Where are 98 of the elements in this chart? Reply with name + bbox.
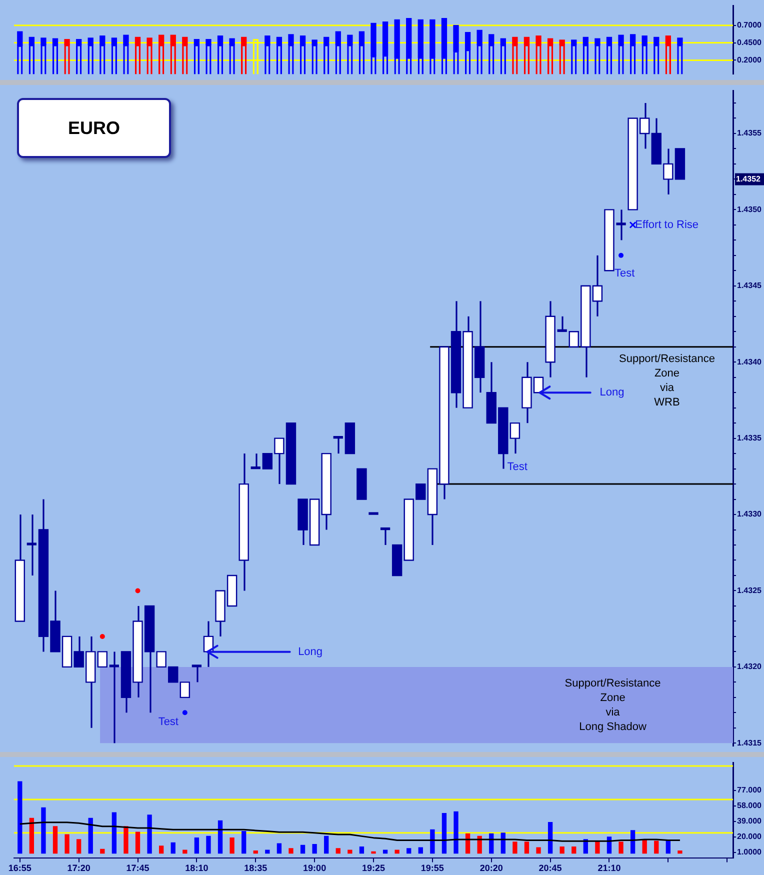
bar [312,844,317,854]
x-tick-label: 17:20 [67,863,90,874]
x-tick-label: 20:45 [538,863,562,874]
y-tick-label: 1.0000 [737,848,762,857]
y-tick-label: 77.000 [737,786,762,795]
y-tick-label: 0.2000 [737,55,762,64]
candlestick [192,664,202,683]
y-tick-label: 1.4340 [737,357,762,366]
y-tick-label: 1.4350 [737,204,762,214]
point [629,221,636,229]
bar [454,811,458,854]
x-tick-label: 21:10 [598,863,621,874]
bar [560,846,564,854]
point [618,252,624,258]
bar [524,842,530,854]
y-tick-label: 0.4500 [737,38,762,47]
candlestick [557,316,567,332]
bar [194,837,200,854]
bar [324,836,329,854]
x-tick-label: 17:45 [126,863,150,874]
y-tick-label: 20.000 [737,832,762,842]
bar [159,846,164,854]
x-tick-label: 18:10 [185,863,208,874]
y-tick-label: 58.000 [737,801,762,810]
y-tick-label: 39.000 [737,816,762,826]
bar [147,814,152,854]
bar [548,822,553,854]
annotation: Test [507,461,528,474]
bar [418,847,423,854]
annotation: Test [614,268,635,280]
bar [18,781,22,854]
candlestick [97,651,108,668]
bar [536,847,541,854]
bar [230,837,234,854]
x-tick-label: 16:55 [8,863,32,874]
candlestick [26,514,37,576]
x-tick-label: 19:25 [362,863,386,874]
annotation: Long [298,646,323,658]
bar [406,848,412,854]
bar [88,818,93,854]
bar [206,836,211,854]
y-tick-label: 1.4320 [737,662,762,672]
x-tick-label: 19:55 [420,863,444,874]
bar [348,850,352,854]
y-tick-label: 1.4335 [737,434,762,443]
bar [300,844,306,854]
point [182,710,188,716]
bar [442,813,447,854]
bar [500,832,506,854]
bar [382,850,388,854]
bar [112,812,117,854]
bar [618,842,624,854]
bar [678,850,682,854]
x-tick-label: 20:20 [480,863,503,874]
x-tick-label: 19:00 [303,863,326,874]
candlestick [109,650,120,744]
bar [265,850,270,854]
bar [29,818,34,854]
bar [394,850,400,854]
x-tick-label: 18:35 [244,863,268,874]
y-tick-label: 1.4355 [737,128,762,138]
bar [430,829,435,854]
bar [512,842,518,854]
point [100,634,105,639]
bar [76,839,82,854]
bar [253,850,258,854]
y-tick-label: 1.4315 [737,738,762,748]
bar [288,848,294,854]
y-tick-label: 1.4325 [737,586,762,595]
y-tick-label: 1.4330 [737,510,762,519]
y-tick-label: 1.4345 [737,281,762,290]
text: 1.4352 [736,174,762,184]
bar [630,830,636,854]
bar [52,826,58,854]
bar [572,846,576,854]
y-tick-label: 0.7000 [737,20,762,30]
annotation: Effort to Rise [635,219,699,232]
candlestick [180,682,190,698]
bar [182,850,188,854]
band-label: Support/Resistance Zone via Long Shadow [564,677,661,733]
bar [336,848,340,854]
bar [242,830,246,854]
bar [654,840,659,854]
bar [218,820,223,854]
bar [124,826,128,854]
bar [64,834,70,854]
annotation: Long [600,386,624,399]
bar [100,848,105,854]
point [135,588,140,594]
bar [276,843,282,854]
bar [371,851,376,854]
candlestick [250,452,260,470]
bar [359,846,364,854]
bar [135,832,140,854]
bar [41,807,46,854]
bar [170,842,176,854]
bar [595,842,600,854]
annotation: Test [158,716,178,728]
